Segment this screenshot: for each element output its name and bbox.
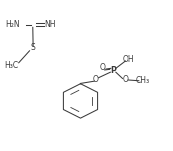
Text: CH₃: CH₃: [135, 76, 149, 85]
Text: O: O: [100, 63, 106, 72]
Text: OH: OH: [123, 55, 134, 64]
Text: H₂N: H₂N: [5, 20, 20, 29]
Text: H₃C: H₃C: [4, 61, 18, 69]
Text: P: P: [110, 66, 116, 75]
Text: O: O: [122, 76, 128, 85]
Text: O: O: [93, 75, 99, 84]
Text: S: S: [30, 43, 35, 52]
Text: NH: NH: [45, 20, 56, 29]
